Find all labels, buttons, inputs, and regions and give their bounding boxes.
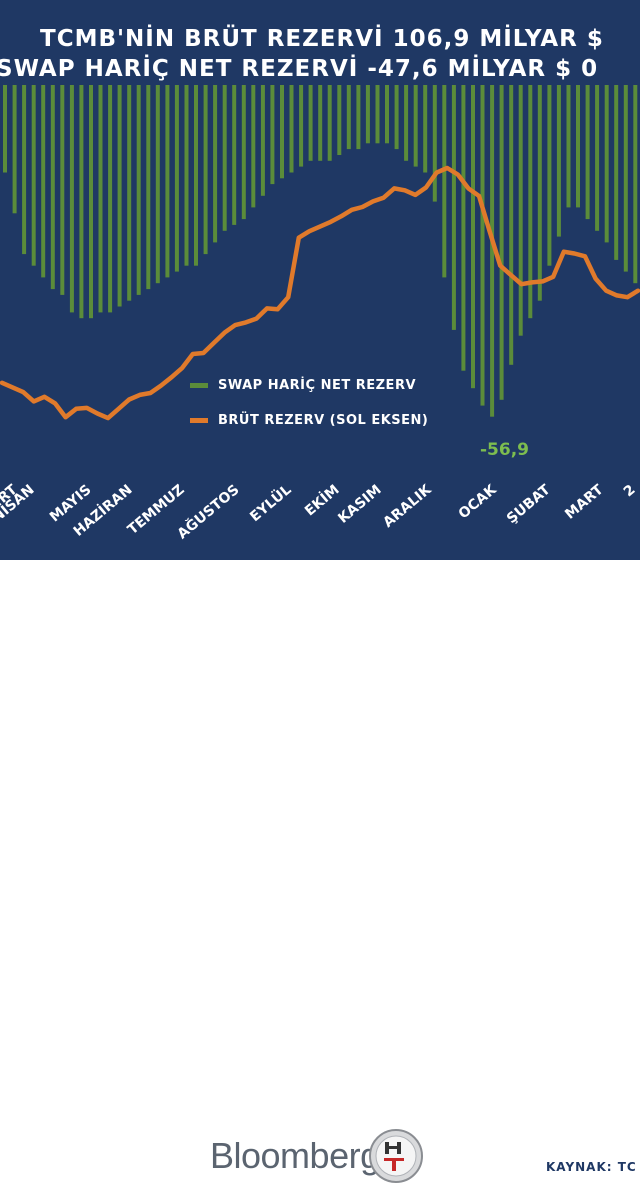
net-reserve-bar	[127, 85, 132, 301]
net-reserve-bar	[423, 85, 428, 173]
net-reserve-bar	[3, 85, 7, 173]
net-reserve-bar	[184, 85, 189, 266]
net-reserve-bar	[633, 85, 638, 284]
net-reserve-bar	[365, 85, 370, 144]
chart-area: RT NİSAN MAYIS HAZİRAN TEMMUZ AĞUSTOS EYLÜL EKİ…	[0, 0, 640, 560]
net-reserve-bar	[413, 85, 418, 167]
net-reserve-bar	[451, 85, 456, 330]
legend-label-gross: BRÜT REZERV (SOL EKSEN)	[218, 413, 429, 428]
legend-swatch-bars	[190, 383, 208, 388]
net-reserve-bar	[394, 85, 399, 150]
source-note: KAYNAK: TC	[546, 1160, 637, 1174]
net-reserve-bar	[528, 85, 533, 319]
net-reserve-bar	[260, 85, 265, 196]
net-reserve-bar	[432, 85, 437, 202]
net-reserve-bar	[480, 85, 485, 406]
net-reserve-bar	[108, 85, 113, 313]
net-reserve-bar	[576, 85, 580, 208]
net-reserve-bar	[270, 85, 275, 185]
net-reserve-bar	[136, 85, 141, 295]
x-tick-label: ARALIK	[380, 481, 435, 531]
net-reserve-bar	[174, 85, 179, 272]
x-tick-label: ŞUBAT	[504, 482, 554, 528]
minimum-value-label: -56,9	[480, 440, 529, 460]
legend-item-net-reserve: SWAP HARİÇ NET REZERV	[190, 378, 416, 393]
net-reserve-bar	[375, 85, 380, 144]
net-reserve-bar	[155, 85, 160, 284]
x-tick-label: EYLÜL	[246, 480, 295, 525]
net-reserve-bar	[22, 85, 27, 255]
net-reserve-bar	[509, 85, 514, 365]
net-reserve-bar	[346, 85, 351, 150]
net-reserve-bar	[69, 85, 74, 313]
net-reserve-bar	[98, 85, 103, 313]
net-reserve-bar	[31, 85, 36, 266]
net-reserve-bar	[404, 85, 409, 161]
net-reserve-bar	[327, 85, 332, 161]
net-reserve-bar	[623, 85, 628, 272]
net-reserve-bar	[213, 85, 218, 243]
net-reserve-bar	[604, 85, 609, 243]
net-reserve-bar	[241, 85, 246, 220]
net-reserve-bar	[251, 85, 256, 208]
net-reserve-bar	[12, 85, 17, 214]
net-reserve-bar	[556, 85, 561, 237]
chart-title-line-1: TCMB'NİN BRÜT REZERVİ 106,9 MİLYAR $	[40, 26, 604, 52]
net-reserve-bar	[50, 85, 55, 290]
chart-title-line-2: SWAP HARİÇ NET REZERVİ -47,6 MİLYAR $ 0	[0, 56, 599, 82]
net-reserve-bar	[280, 85, 284, 179]
x-tick-label: OCAK	[456, 481, 501, 522]
net-reserve-bar	[222, 85, 227, 231]
net-reserve-bar	[318, 85, 323, 161]
net-reserve-bar	[289, 85, 294, 173]
net-reserve-bar	[566, 85, 571, 208]
net-reserve-bar	[117, 85, 122, 307]
net-reserve-bar	[547, 85, 552, 266]
net-reserve-bar	[337, 85, 342, 155]
net-reserve-bar	[89, 85, 93, 319]
net-reserve-bar	[232, 85, 237, 225]
net-reserve-bar	[471, 85, 475, 389]
net-reserve-bar	[194, 85, 198, 266]
ht-logo-icon	[369, 1129, 423, 1183]
net-reserve-bar	[537, 85, 542, 301]
gross-reserve-line	[0, 165, 640, 421]
bloomberg-logo: Bloomberg	[210, 1135, 380, 1176]
net-reserve-bar	[585, 85, 590, 220]
net-reserve-bar	[518, 85, 523, 336]
net-reserve-bar	[41, 85, 46, 278]
net-reserve-bar	[203, 85, 208, 255]
net-reserve-bar	[146, 85, 151, 290]
net-reserve-bar	[60, 85, 65, 295]
net-reserve-bar	[165, 85, 170, 278]
x-tick-label: KASIM	[335, 482, 384, 527]
net-reserve-bar	[299, 85, 304, 167]
legend-item-gross-reserve: BRÜT REZERV (SOL EKSEN)	[190, 413, 428, 428]
net-reserve-bar	[614, 85, 619, 260]
footer: Bloomberg KAYNAK: TC	[0, 560, 640, 1183]
net-reserve-bar	[308, 85, 313, 161]
legend-label-net: SWAP HARİÇ NET REZERV	[218, 378, 417, 393]
net-reserve-bar	[385, 85, 389, 144]
net-reserve-bar	[356, 85, 361, 150]
legend-swatch-line	[190, 418, 208, 423]
net-reserve-bar	[79, 85, 84, 319]
net-reserve-bar	[442, 85, 447, 278]
net-reserve-bar	[499, 85, 504, 400]
net-reserve-bar	[461, 85, 466, 371]
x-tick-label: MART	[562, 482, 607, 523]
net-reserve-bar	[490, 85, 495, 417]
x-tick-label: 2	[621, 482, 639, 501]
net-reserve-bar	[595, 85, 600, 231]
